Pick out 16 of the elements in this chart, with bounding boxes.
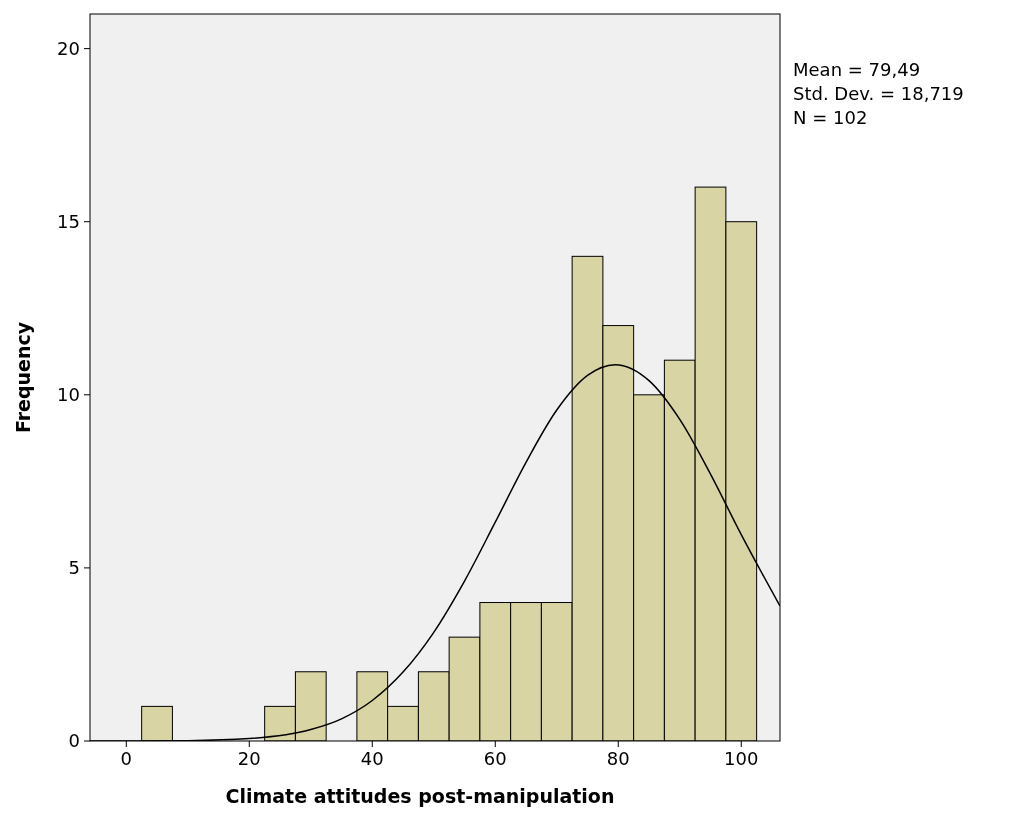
text: N = 102 <box>793 107 868 128</box>
x-tick-label: 60 <box>483 748 507 769</box>
x-tick-label: 100 <box>724 748 759 769</box>
y-tick-label: 15 <box>57 210 80 232</box>
y-tick-label: 10 <box>57 383 80 405</box>
y-tick-label: 0 <box>68 730 80 751</box>
x-tick-label: 80 <box>606 748 630 769</box>
y-axis-title: Frequency <box>12 321 34 434</box>
y-tick-label: 5 <box>68 556 80 578</box>
x-tick-label: 20 <box>237 748 261 769</box>
text: Mean = 79,49 <box>793 59 921 80</box>
y-tick-label: 20 <box>57 37 80 59</box>
x-tick-label: 40 <box>360 748 384 769</box>
text: Std. Dev. = 18,719 <box>793 83 964 104</box>
x-axis-title: Climate attitudes post-manipulation <box>225 785 615 807</box>
x-tick-label: 0 <box>120 748 133 769</box>
